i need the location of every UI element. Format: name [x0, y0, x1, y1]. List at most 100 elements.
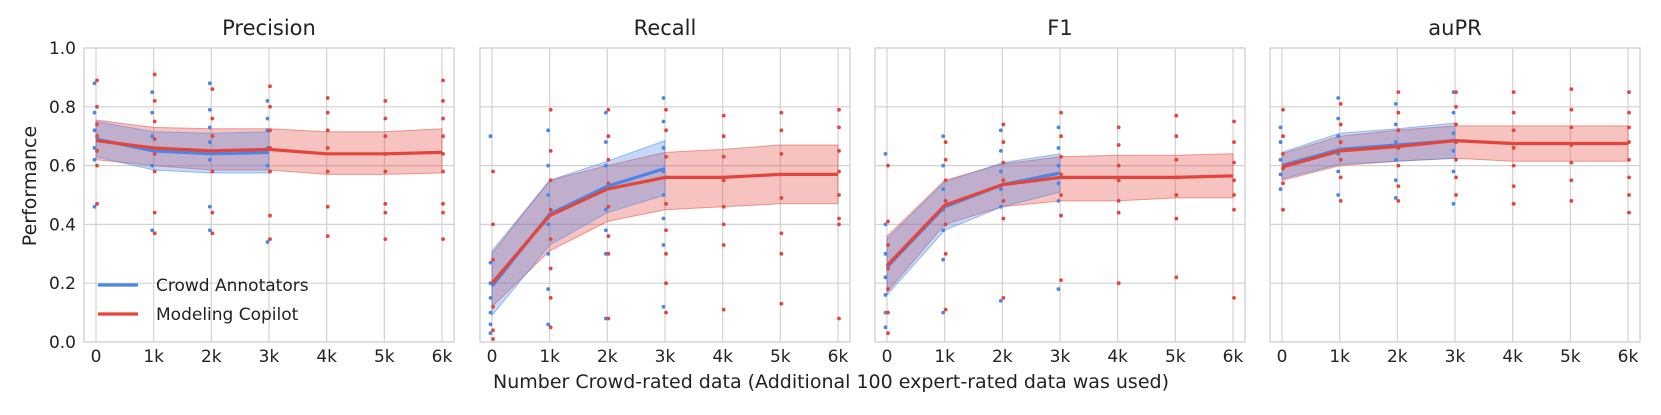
scatter-point-copilot — [837, 125, 841, 130]
scatter-point-copilot — [1116, 143, 1121, 147]
scatter-point-copilot — [779, 196, 784, 200]
scatter-point-copilot — [1396, 128, 1401, 133]
scatter-point-copilot — [383, 169, 388, 174]
scatter-point-copilot — [1174, 113, 1179, 118]
scatter-point-copilot — [606, 134, 611, 139]
scatter-point-crowd — [488, 134, 493, 139]
x-tick-label: 6k — [828, 347, 849, 367]
scatter-point-copilot — [548, 325, 553, 330]
scatter-point-copilot — [721, 204, 726, 209]
scatter-point-copilot — [210, 169, 215, 174]
scatter-point-copilot — [886, 331, 890, 336]
scatter-point-copilot — [441, 78, 445, 83]
scatter-point-crowd — [1056, 146, 1061, 150]
scatter-point-copilot — [779, 231, 784, 236]
scatter-point-crowd — [941, 310, 946, 315]
x-tick-label: 2k — [1387, 347, 1408, 367]
scatter-point-copilot — [1001, 140, 1006, 144]
scatter-point-copilot — [1281, 151, 1285, 156]
scatter-point-copilot — [943, 140, 948, 144]
x-tick-label: 3k — [1050, 347, 1071, 367]
scatter-point-copilot — [1174, 134, 1179, 139]
scatter-point-copilot — [943, 222, 948, 227]
scatter-point-copilot — [837, 149, 841, 153]
scatter-point-copilot — [664, 251, 668, 256]
scatter-point-copilot — [383, 116, 388, 121]
scatter-point-copilot — [1338, 157, 1343, 162]
scatter-point-crowd — [207, 228, 212, 233]
scatter-point-copilot — [268, 213, 272, 218]
x-tick-label: 4k — [316, 347, 337, 367]
scatter-point-copilot — [1511, 146, 1516, 150]
scatter-point-crowd — [883, 222, 888, 227]
x-tick-label: 1k — [143, 347, 164, 367]
scatter-point-crowd — [92, 146, 97, 150]
x-tick-label: 3k — [259, 347, 280, 367]
scatter-point-copilot — [1281, 181, 1285, 186]
scatter-point-copilot — [837, 216, 841, 221]
scatter-point-copilot — [664, 228, 668, 233]
x-tick-label: 5k — [1560, 347, 1581, 367]
x-tick-label: 6k — [1223, 347, 1244, 367]
x-tick-label: 4k — [712, 347, 733, 367]
scatter-point-copilot — [779, 251, 784, 256]
scatter-point-crowd — [265, 116, 270, 121]
scatter-point-crowd — [92, 110, 97, 115]
line-copilot — [885, 174, 1234, 267]
scatter-point-copilot — [491, 169, 495, 174]
scatter-point-crowd — [488, 331, 493, 336]
scatter-point-copilot — [548, 207, 553, 212]
scatter-point-copilot — [1232, 207, 1236, 212]
x-tick-label: 5k — [770, 347, 791, 367]
x-tick-label: 0 — [91, 347, 102, 367]
scatter-point-crowd — [998, 149, 1003, 153]
scatter-point-crowd — [150, 90, 155, 94]
scatter-point-copilot — [779, 151, 784, 156]
scatter-point-crowd — [883, 251, 888, 256]
scatter-point-crowd — [150, 228, 155, 233]
scatter-point-copilot — [95, 78, 99, 83]
scatter-point-copilot — [779, 301, 784, 306]
scatter-point-crowd — [1393, 196, 1398, 200]
scatter-point-copilot — [491, 222, 495, 227]
scatter-point-copilot — [1569, 198, 1574, 203]
scatter-point-copilot — [1001, 122, 1006, 127]
y-tick-label: 0.8 — [49, 98, 76, 118]
scatter-point-copilot — [1116, 198, 1121, 203]
scatter-point-crowd — [661, 96, 666, 100]
scatter-point-copilot — [1569, 160, 1574, 165]
scatter-point-copilot — [268, 237, 272, 242]
y-tick-label: 1.0 — [49, 39, 76, 59]
scatter-point-crowd — [207, 107, 212, 112]
x-tick-label: 0 — [1277, 347, 1288, 367]
scatter-point-crowd — [546, 128, 551, 133]
scatter-point-copilot — [1627, 140, 1631, 144]
panel-title: auPR — [1428, 16, 1481, 40]
scatter-point-crowd — [150, 163, 155, 168]
scatter-point-copilot — [1059, 154, 1063, 159]
scatter-point-copilot — [837, 222, 841, 227]
scatter-point-copilot — [721, 243, 726, 247]
scatter-point-copilot — [721, 222, 726, 227]
scatter-point-crowd — [1393, 157, 1398, 162]
scatter-point-copilot — [837, 193, 841, 197]
scatter-point-crowd — [207, 125, 212, 130]
scatter-point-copilot — [1396, 110, 1401, 115]
scatter-point-copilot — [1511, 110, 1516, 115]
scatter-point-copilot — [606, 234, 611, 239]
scatter-point-copilot — [95, 201, 99, 206]
panel-precision: Precision 0 1k 2k 3k 4k 5k 6k 0.0 0.2 0.4 0.6 0.8 1.0… — [49, 16, 455, 367]
scatter-point-copilot — [886, 287, 890, 291]
scatter-point-copilot — [325, 234, 330, 239]
scatter-point-crowd — [998, 204, 1003, 209]
scatter-point-copilot — [943, 198, 948, 203]
scatter-point-copilot — [606, 107, 611, 112]
scatter-point-crowd — [92, 204, 97, 209]
scatter-point-copilot — [1174, 216, 1179, 221]
scatter-point-copilot — [1116, 210, 1121, 215]
scatter-point-copilot — [1116, 281, 1121, 286]
x-tick-label: 2k — [597, 347, 618, 367]
scatter-point-crowd — [941, 134, 946, 139]
scatter-point-crowd — [1336, 134, 1341, 139]
